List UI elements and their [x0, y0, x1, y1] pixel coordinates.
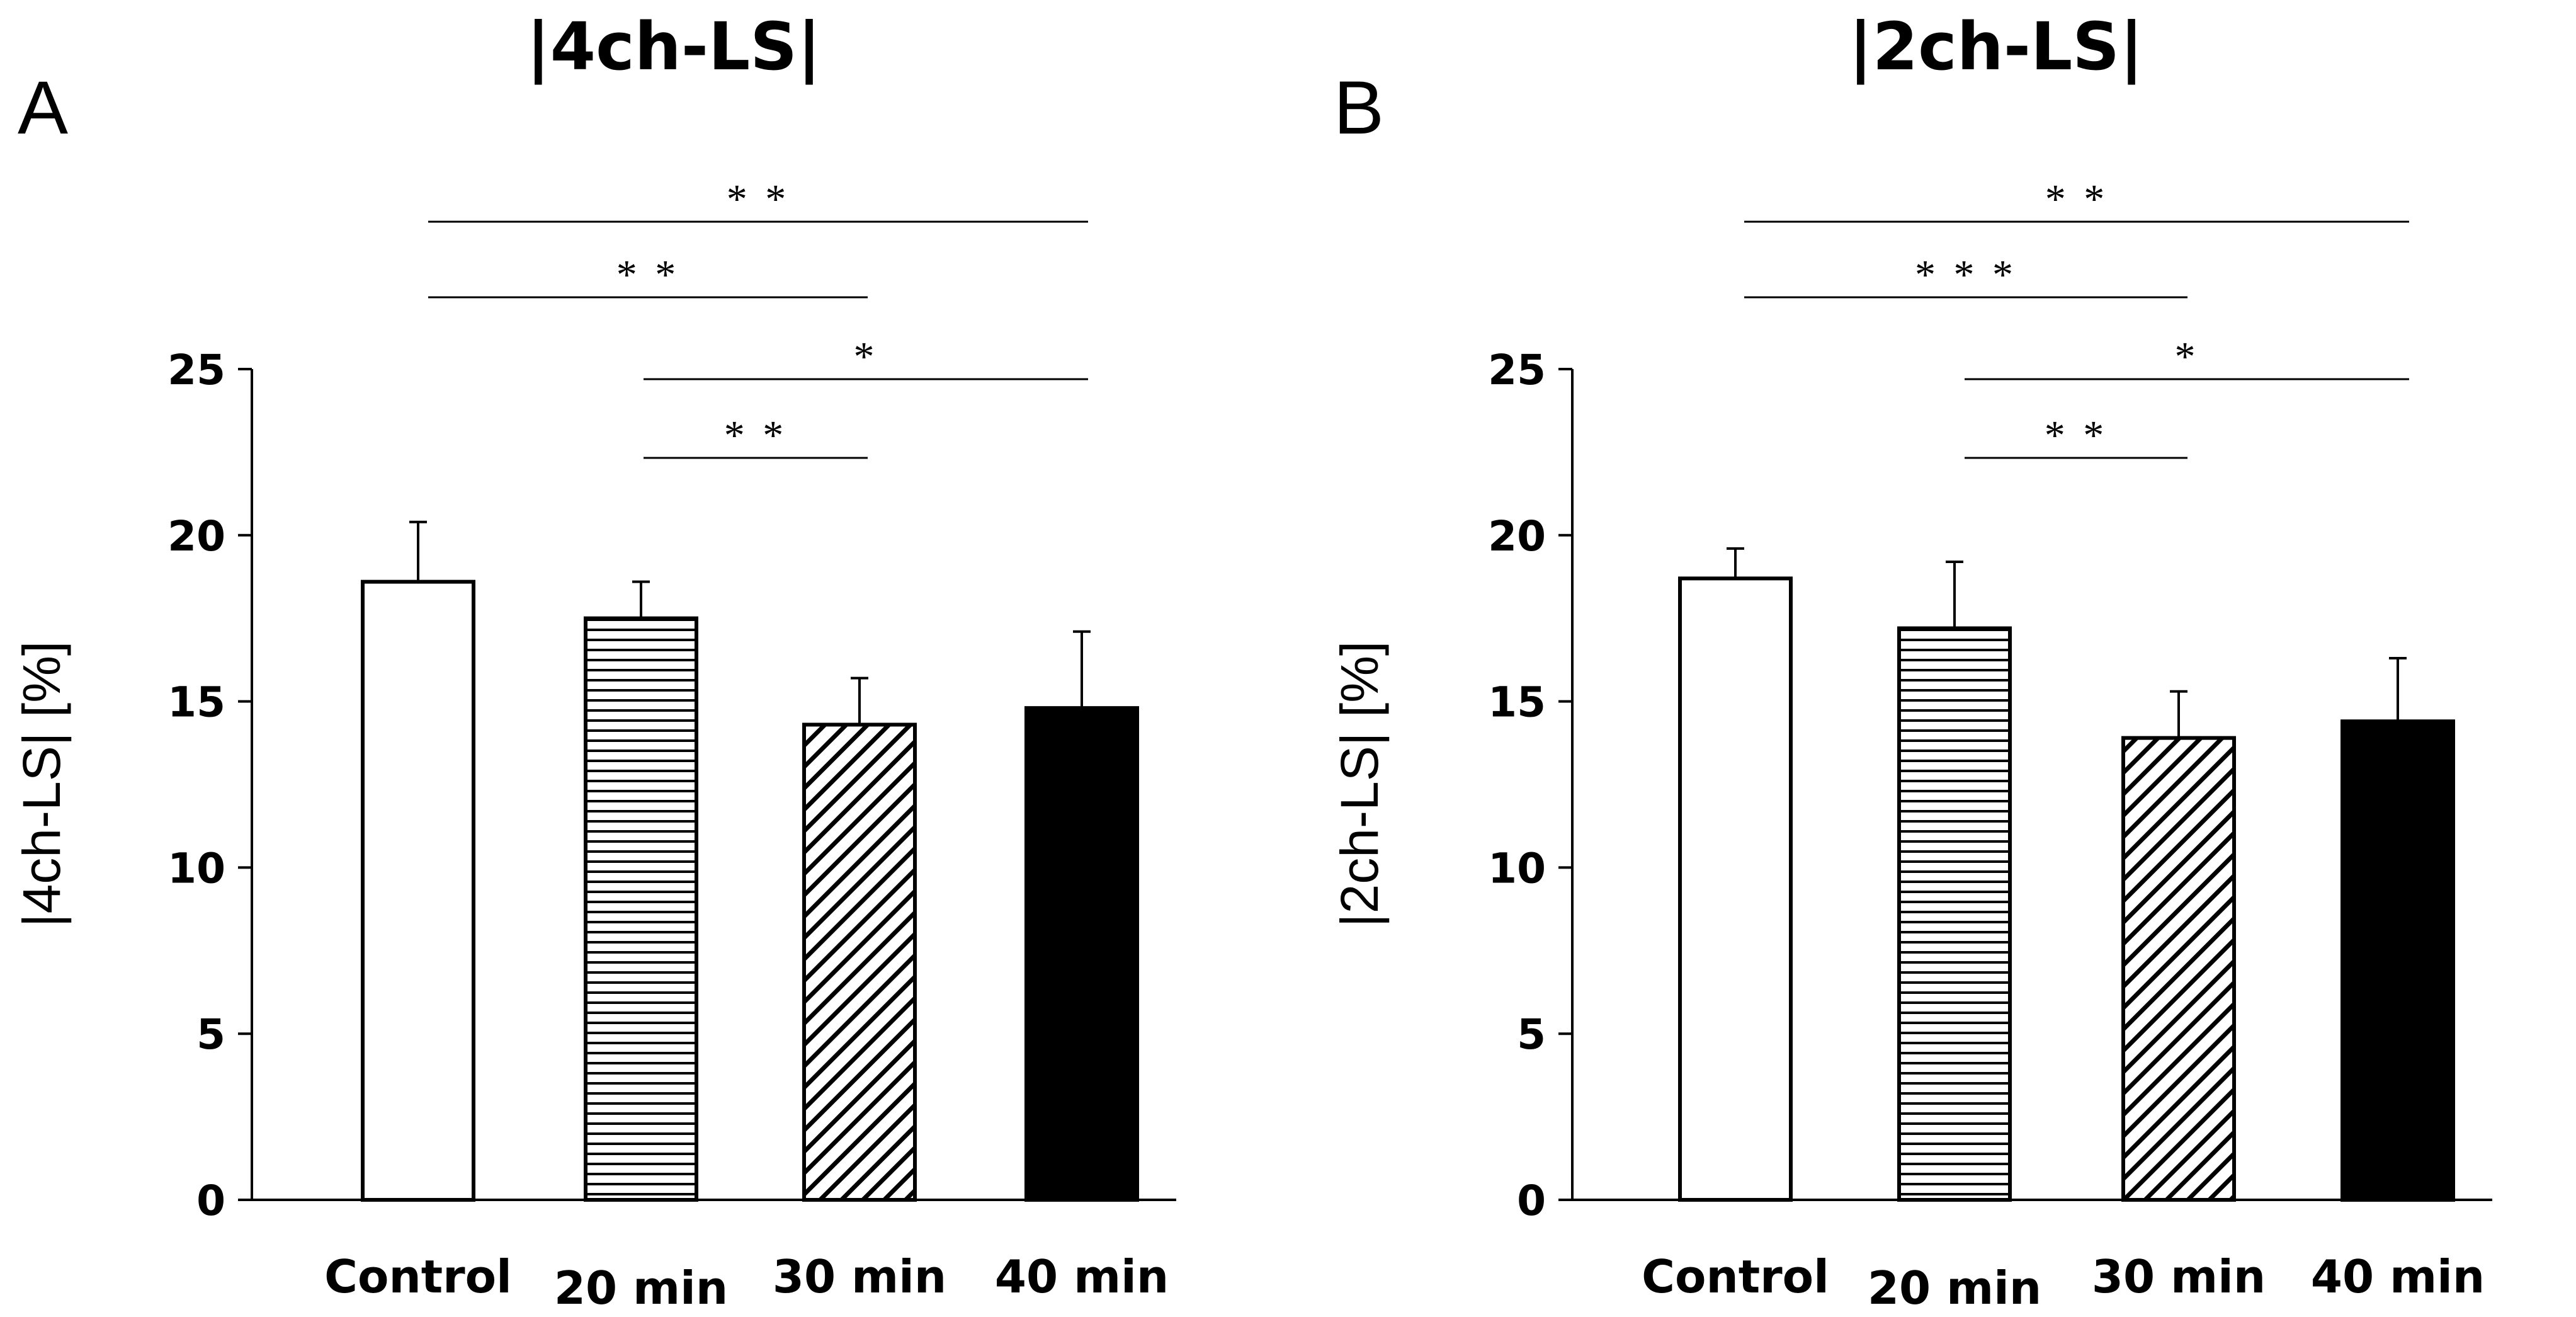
- category-label: Control: [1642, 1250, 1829, 1303]
- chart-title: |2ch-LS|: [1849, 8, 2143, 85]
- significance-stars: * *: [2045, 413, 2108, 459]
- y-tick-label: 5: [1517, 1010, 1546, 1059]
- significance-stars: * *: [616, 252, 680, 298]
- significance-stars: * * *: [1915, 252, 2017, 298]
- bar: [1024, 706, 1139, 1202]
- significance-stars: *: [2175, 334, 2199, 380]
- y-tick-label: 10: [167, 844, 225, 892]
- y-axis-label: |2ch-LS| [%]: [1330, 641, 1389, 928]
- bar: [1678, 576, 1793, 1202]
- category-label: 30 min: [773, 1250, 946, 1303]
- category-label: 20 min: [554, 1262, 728, 1314]
- bar: [1897, 626, 2012, 1202]
- chart-title: |4ch-LS|: [526, 8, 821, 85]
- y-tick-label: 25: [1488, 346, 1546, 394]
- panel-letter: A: [18, 66, 68, 150]
- y-tick-label: 15: [1488, 678, 1546, 727]
- y-axis-label: |4ch-LS| [%]: [12, 641, 71, 928]
- y-tick-label: 20: [167, 512, 225, 561]
- panel-letter: B: [1334, 66, 1384, 150]
- bar: [584, 616, 698, 1202]
- y-tick-label: 20: [1488, 512, 1546, 561]
- bar: [2121, 736, 2236, 1202]
- category-label: 20 min: [1868, 1262, 2041, 1314]
- category-label: 30 min: [2092, 1250, 2266, 1303]
- y-tick-label: 15: [167, 678, 225, 727]
- bar: [361, 579, 475, 1202]
- significance-stars: * *: [727, 176, 790, 222]
- significance-stars: * *: [724, 413, 788, 459]
- y-tick-label: 0: [196, 1177, 225, 1225]
- significance-stars: * *: [2045, 176, 2109, 222]
- category-label: 40 min: [995, 1250, 1169, 1303]
- bar: [802, 722, 917, 1202]
- panel-b: |2ch-LS| B 0 5 10 15 20 25 |2ch-LS| [%] Control 20…: [1330, 8, 2492, 1314]
- category-label: 40 min: [2311, 1250, 2485, 1303]
- y-tick-label: 5: [196, 1010, 225, 1059]
- bar: [2341, 719, 2455, 1202]
- category-label: Control: [324, 1250, 512, 1303]
- y-tick-label: 10: [1488, 844, 1546, 892]
- y-tick-label: 0: [1517, 1177, 1546, 1225]
- significance-stars: *: [854, 334, 878, 380]
- y-tick-label: 25: [167, 346, 225, 394]
- panel-a: |4ch-LS| A 0 5 10 15 20 25 |4ch-LS| [%] Control 20…: [12, 8, 1176, 1314]
